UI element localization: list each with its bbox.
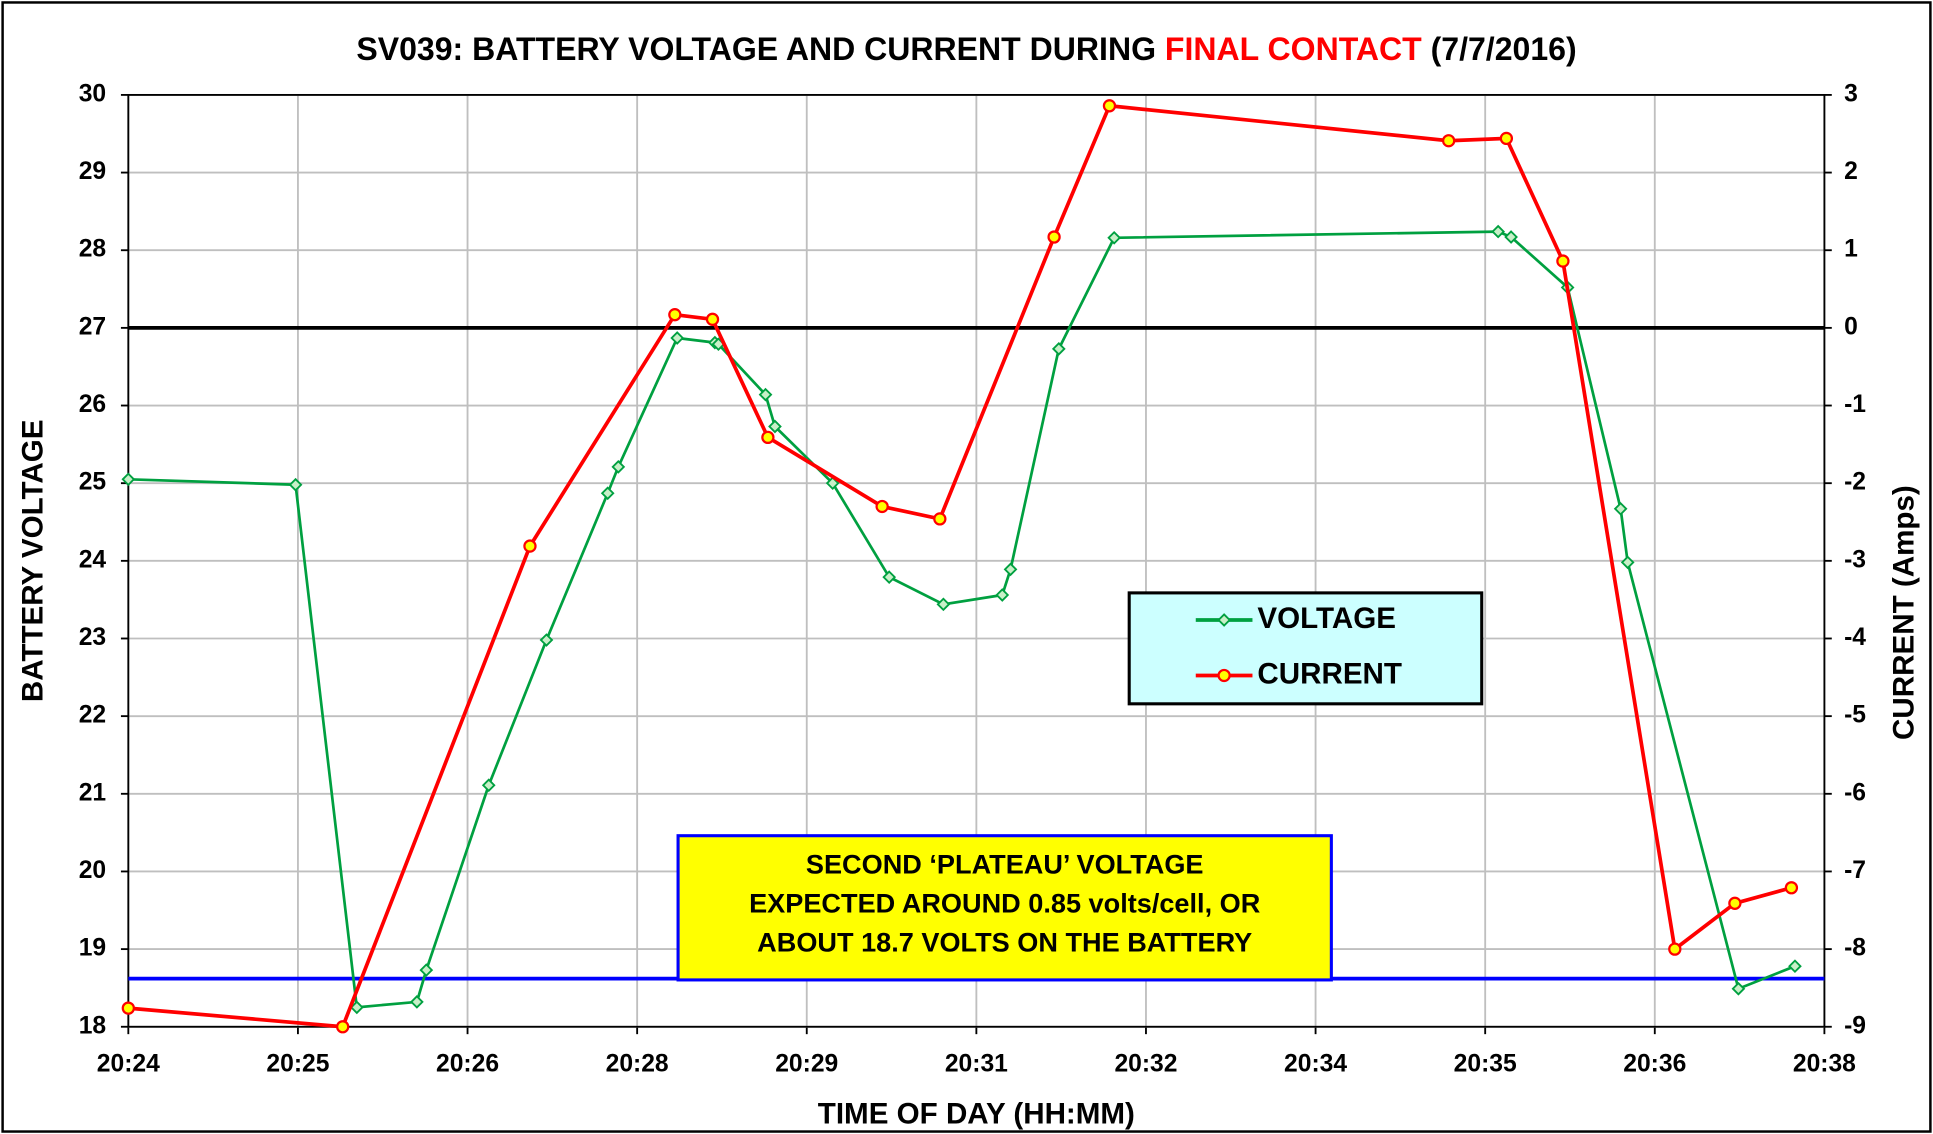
x-tick-label: 20:25 bbox=[266, 1050, 329, 1077]
data-point bbox=[121, 472, 136, 487]
x-tick-label: 20:28 bbox=[606, 1050, 669, 1077]
title-part: FINAL CONTACT bbox=[1165, 31, 1422, 67]
data-point bbox=[761, 430, 775, 445]
data-point bbox=[523, 539, 537, 553]
data-point bbox=[481, 778, 496, 793]
y-tick-label: 20 bbox=[79, 857, 106, 884]
data-point bbox=[768, 419, 782, 434]
data-point bbox=[825, 476, 840, 491]
data-point bbox=[1613, 501, 1628, 516]
data-point bbox=[349, 1000, 364, 1015]
title-part: SV039: BATTERY VOLTAGE AND CURRENT DURIN… bbox=[356, 31, 1165, 67]
x-tick-label: 20:24 bbox=[97, 1050, 160, 1077]
y2-tick-label: -7 bbox=[1844, 857, 1866, 884]
annotation-text: SECOND ‘PLATEAU’ VOLTAGE bbox=[806, 849, 1204, 880]
x-tick-label: 20:36 bbox=[1623, 1050, 1686, 1077]
y-tick-label: 24 bbox=[79, 546, 107, 573]
data-point bbox=[1620, 555, 1635, 570]
y-tick-label: 19 bbox=[79, 935, 106, 962]
plot-frame bbox=[127, 93, 1826, 1028]
data-line bbox=[128, 230, 1796, 1009]
chart-title: SV039: BATTERY VOLTAGE AND CURRENT DURIN… bbox=[356, 31, 1576, 67]
data-point bbox=[882, 570, 897, 584]
data-point bbox=[419, 963, 434, 977]
data-point bbox=[410, 995, 424, 1009]
data-point bbox=[1784, 881, 1799, 895]
data-point bbox=[668, 308, 682, 322]
legend-box bbox=[1127, 591, 1484, 706]
data-point bbox=[936, 597, 951, 612]
data-point bbox=[995, 588, 1010, 602]
annotation-text: EXPECTED AROUND 0.85 volts/cell, OR bbox=[749, 888, 1261, 919]
y2-tick-label: 2 bbox=[1844, 158, 1858, 185]
data-point bbox=[1102, 99, 1117, 113]
y-tick-label: 28 bbox=[79, 236, 106, 263]
data-point bbox=[121, 1001, 135, 1015]
x-tick-label: 20:32 bbox=[1114, 1050, 1177, 1077]
y2-tick-label: 1 bbox=[1844, 236, 1858, 263]
data-point bbox=[611, 460, 626, 474]
y2-tick-label: -2 bbox=[1844, 469, 1866, 496]
legend-marker bbox=[1217, 668, 1231, 683]
data-point bbox=[1003, 562, 1018, 577]
x-tick-label: 20:38 bbox=[1793, 1050, 1856, 1077]
data-point bbox=[1731, 981, 1746, 996]
data-point bbox=[705, 312, 720, 326]
x-tick-label: 20:35 bbox=[1454, 1050, 1517, 1077]
y2-tick-label: -1 bbox=[1844, 391, 1866, 418]
y-tick-label: 30 bbox=[79, 80, 106, 107]
legend-marker bbox=[1217, 613, 1231, 627]
x-tick-label: 20:29 bbox=[775, 1050, 838, 1077]
y-tick-label: 18 bbox=[79, 1012, 106, 1039]
data-point bbox=[1556, 254, 1570, 268]
data-point bbox=[1047, 230, 1061, 244]
y-tick-label: 21 bbox=[79, 779, 107, 806]
data-point bbox=[1491, 224, 1505, 239]
y2-tick-label: -8 bbox=[1844, 935, 1866, 962]
x-tick-label: 20:26 bbox=[436, 1050, 499, 1077]
y-tick-label: 25 bbox=[79, 469, 107, 496]
y-tick-label: 22 bbox=[79, 702, 106, 729]
y2-tick-label: -5 bbox=[1844, 702, 1866, 729]
y2-tick-label: 3 bbox=[1844, 80, 1858, 107]
data-point bbox=[758, 387, 773, 402]
data-point bbox=[1499, 131, 1514, 146]
y2-axis-label: CURRENT (Amps) bbox=[1888, 485, 1921, 740]
data-point bbox=[600, 486, 615, 501]
x-tick-label: 20:34 bbox=[1284, 1050, 1347, 1077]
data-point bbox=[1051, 341, 1066, 356]
y2-tick-label: -3 bbox=[1844, 546, 1866, 573]
data-point bbox=[933, 512, 947, 526]
y-tick-label: 23 bbox=[79, 624, 106, 651]
y2-tick-label: -9 bbox=[1844, 1012, 1866, 1039]
annotation-box bbox=[676, 834, 1333, 982]
data-point bbox=[1728, 896, 1742, 910]
data-point bbox=[670, 331, 685, 345]
data-line bbox=[128, 103, 1792, 1029]
data-point bbox=[288, 477, 303, 492]
x-axis-label: TIME OF DAY (HH:MM) bbox=[818, 1097, 1135, 1130]
y2-tick-label: -4 bbox=[1844, 624, 1866, 651]
data-point bbox=[1442, 134, 1456, 148]
data-point bbox=[539, 633, 554, 647]
data-point bbox=[1107, 230, 1122, 245]
y-tick-label: 27 bbox=[79, 313, 106, 340]
y-tick-label: 29 bbox=[79, 158, 106, 185]
x-tick-label: 20:31 bbox=[945, 1050, 1008, 1077]
legend-label: VOLTAGE bbox=[1257, 602, 1396, 635]
data-point bbox=[1788, 959, 1802, 974]
legend-label: CURRENT bbox=[1257, 657, 1402, 690]
annotation-text: ABOUT 18.7 VOLTS ON THE BATTERY bbox=[757, 926, 1252, 957]
data-point bbox=[336, 1020, 350, 1034]
y-tick-label: 26 bbox=[79, 391, 106, 418]
data-point bbox=[1668, 942, 1682, 956]
y2-tick-label: -6 bbox=[1844, 779, 1866, 806]
title-part: (7/7/2016) bbox=[1422, 31, 1577, 67]
data-point bbox=[875, 499, 889, 514]
y2-tick-label: 0 bbox=[1844, 313, 1858, 340]
y-axis-label: BATTERY VOLTAGE bbox=[16, 420, 49, 703]
data-point bbox=[1504, 230, 1518, 244]
